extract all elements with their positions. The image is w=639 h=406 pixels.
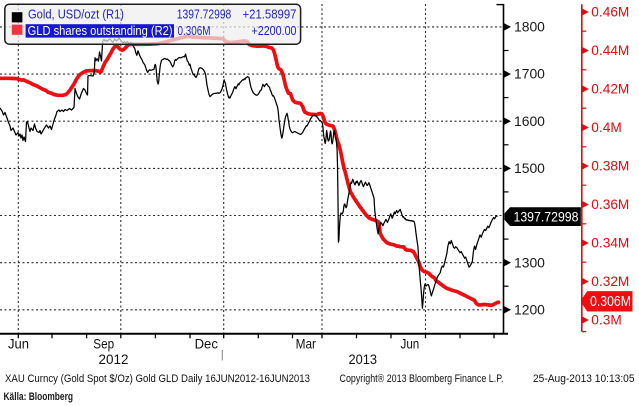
svg-text:Jun: Jun <box>8 337 29 352</box>
svg-text:0.4M: 0.4M <box>591 120 621 135</box>
svg-text:0.46M: 0.46M <box>591 4 629 19</box>
svg-text:1200: 1200 <box>514 301 545 317</box>
svg-text:1600: 1600 <box>514 113 545 129</box>
svg-text:GLD shares outstanding (R2): GLD shares outstanding (R2) <box>28 24 173 38</box>
svg-text:1397.72998: 1397.72998 <box>514 208 579 224</box>
svg-text:1700: 1700 <box>514 66 545 82</box>
svg-text:Copyright® 2013 Bloomberg Fina: Copyright® 2013 Bloomberg Finance L.P. <box>340 373 504 385</box>
svg-text:Mar: Mar <box>296 337 317 352</box>
svg-text:Källa: Bloomberg: Källa: Bloomberg <box>4 391 74 403</box>
svg-text:0.32M: 0.32M <box>591 274 629 289</box>
svg-text:+21.58997: +21.58997 <box>243 8 297 22</box>
svg-text:0.36M: 0.36M <box>591 197 629 212</box>
svg-text:2012: 2012 <box>99 352 129 367</box>
svg-text:Jun: Jun <box>401 337 420 352</box>
svg-text:0.42M: 0.42M <box>591 81 629 96</box>
svg-text:Gold, USD/ozt (R1): Gold, USD/ozt (R1) <box>28 8 124 22</box>
svg-text:0.3M: 0.3M <box>591 312 621 327</box>
svg-text:2013: 2013 <box>349 352 378 367</box>
svg-text:0.34M: 0.34M <box>591 235 629 250</box>
svg-text:1397.72998: 1397.72998 <box>177 8 232 22</box>
svg-text:1500: 1500 <box>514 160 545 176</box>
svg-text:1800: 1800 <box>514 19 545 35</box>
svg-text:XAU Curncy (Gold Spot $/Oz) G: XAU Curncy (Gold Spot $/Oz) Gold GLD Dai… <box>5 373 310 385</box>
svg-text:+2200.00: +2200.00 <box>252 24 297 38</box>
svg-text:25-Aug-2013 10:13:05: 25-Aug-2013 10:13:05 <box>533 373 635 385</box>
svg-text:Dec: Dec <box>195 337 218 352</box>
svg-text:Sep: Sep <box>93 337 114 352</box>
svg-text:0.44M: 0.44M <box>591 43 629 58</box>
svg-text:1300: 1300 <box>514 254 545 270</box>
svg-text:0.306M: 0.306M <box>590 294 631 310</box>
svg-text:0.38M: 0.38M <box>591 158 629 173</box>
svg-text:0.306M: 0.306M <box>178 24 211 38</box>
